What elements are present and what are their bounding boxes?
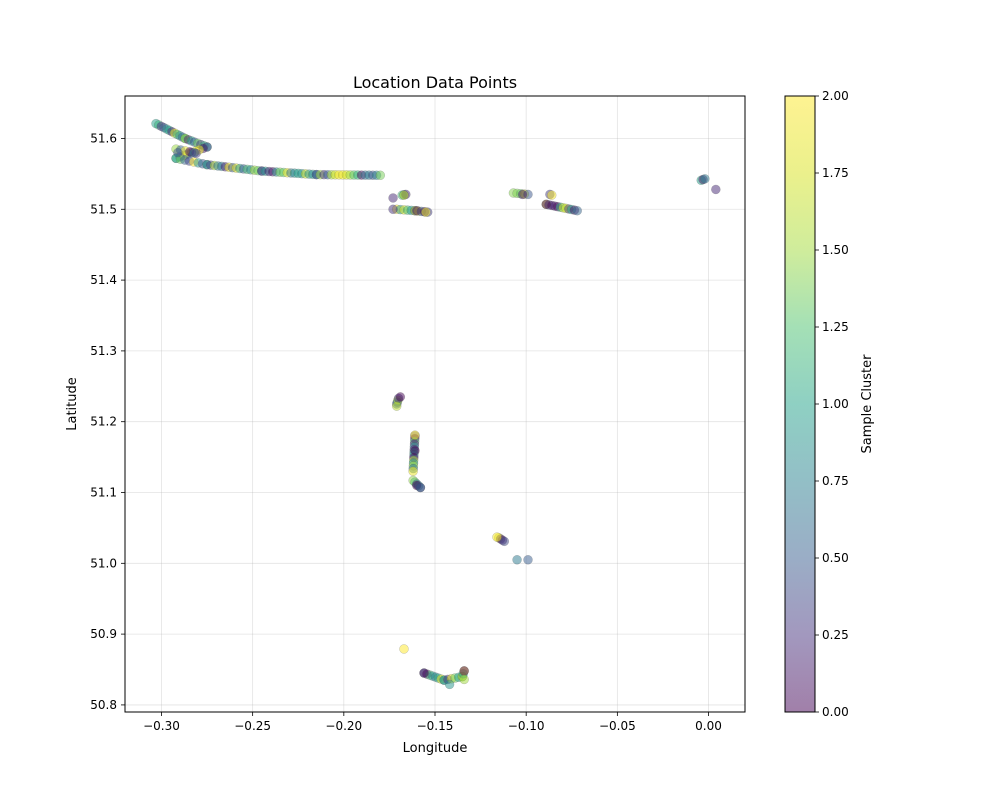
data-point xyxy=(499,536,510,547)
y-tick-label: 51.4 xyxy=(90,273,117,287)
y-tick-label: 50.9 xyxy=(90,627,117,641)
data-point xyxy=(711,184,721,195)
data-point xyxy=(546,190,557,200)
data-point xyxy=(517,189,528,200)
data-point xyxy=(410,430,420,440)
data-point xyxy=(572,205,582,216)
colorbar-tick-label: 2.00 xyxy=(822,89,849,103)
data-point xyxy=(375,170,386,181)
data-point xyxy=(388,193,398,203)
data-point xyxy=(419,668,429,678)
y-tick-label: 50.8 xyxy=(90,698,117,712)
y-tick-label: 51.1 xyxy=(90,486,117,500)
colorbar-tick-label: 0.75 xyxy=(822,474,849,488)
y-axis-label: Latitude xyxy=(65,377,80,431)
x-tick-label: −0.20 xyxy=(325,719,362,733)
data-point xyxy=(523,555,533,565)
colorbar-tick-label: 1.25 xyxy=(822,320,849,334)
data-point xyxy=(512,555,522,565)
data-point xyxy=(395,392,406,402)
data-point xyxy=(412,205,422,216)
x-tick-label: −0.05 xyxy=(599,719,636,733)
colorbar-tick-label: 0.25 xyxy=(822,628,849,642)
x-tick-label: −0.10 xyxy=(508,719,545,733)
x-axis-ticks: −0.30 −0.25 −0.20 −0.15 −0.10 −0.05 0.00 xyxy=(143,712,722,733)
y-tick-label: 51.5 xyxy=(90,202,117,216)
data-points xyxy=(151,118,721,690)
data-point xyxy=(388,204,398,215)
colorbar-tick-label: 0.50 xyxy=(822,551,849,565)
data-point xyxy=(410,445,420,456)
data-point xyxy=(700,174,710,184)
colorbar: 0.00 0.25 0.50 0.75 1.00 1.25 1.50 1.75 2.00 Sam… xyxy=(784,89,875,719)
data-point xyxy=(173,147,183,158)
colorbar-tick-label: 1.50 xyxy=(822,243,849,257)
data-point xyxy=(408,466,418,477)
x-tick-label: −0.15 xyxy=(417,719,454,733)
data-point xyxy=(391,401,402,411)
data-point xyxy=(541,199,551,210)
data-point xyxy=(415,482,426,493)
y-tick-label: 51.2 xyxy=(90,415,117,429)
chart-title: Location Data Points xyxy=(353,73,517,92)
y-tick-label: 51.6 xyxy=(90,131,117,145)
data-point xyxy=(191,148,201,159)
y-tick-label: 51.0 xyxy=(90,556,117,570)
data-point xyxy=(459,674,469,685)
x-axis-label: Longitude xyxy=(403,741,468,756)
data-point xyxy=(399,644,409,654)
colorbar-tick-label: 0.00 xyxy=(822,705,849,719)
data-point xyxy=(444,679,455,690)
y-axis-ticks: 50.8 50.9 51.0 51.1 51.2 51.3 51.4 51.5 51.6 xyxy=(90,131,125,712)
data-point xyxy=(421,207,431,217)
x-tick-label: −0.25 xyxy=(234,719,271,733)
colorbar-tick-label: 1.75 xyxy=(822,166,849,180)
data-point xyxy=(492,532,502,542)
colorbar-tick-label: 1.00 xyxy=(822,397,849,411)
grid xyxy=(125,96,745,712)
data-point xyxy=(459,666,469,676)
colorbar-ticks: 0.00 0.25 0.50 0.75 1.00 1.25 1.50 1.75 2.00 xyxy=(815,89,849,719)
x-tick-label: −0.30 xyxy=(143,719,180,733)
x-tick-label: 0.00 xyxy=(695,719,722,733)
colorbar-gradient xyxy=(785,96,815,712)
data-point xyxy=(399,190,409,200)
colorbar-label: Sample Cluster xyxy=(860,354,875,454)
y-tick-label: 51.3 xyxy=(90,344,117,358)
